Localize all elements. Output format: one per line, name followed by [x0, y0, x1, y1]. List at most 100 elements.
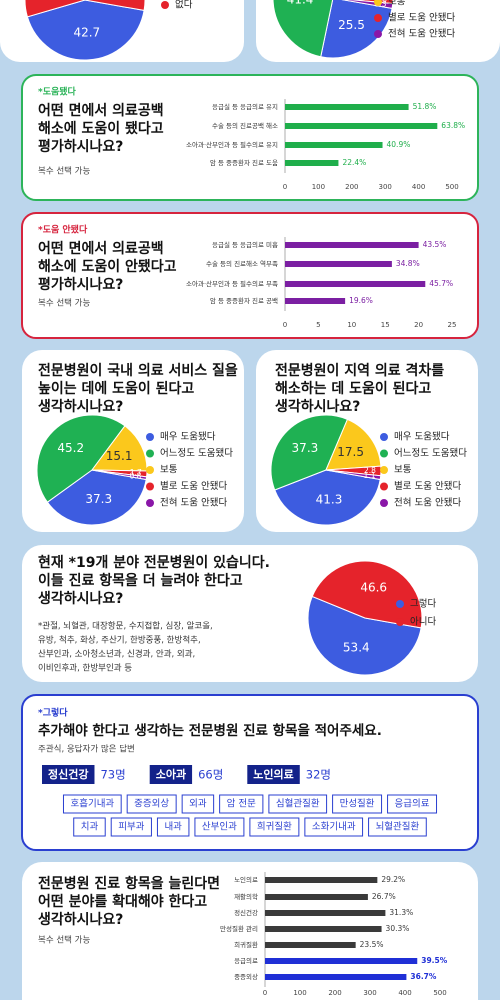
keyword-box	[194, 817, 245, 837]
legend-label: 전혀 도움 안됐다	[394, 497, 461, 509]
question: 어떤 면에서 의료공백	[38, 240, 164, 257]
question: 전문병원이 국내 의료 서비스 질을	[38, 362, 238, 379]
legend-label: 어느정도 도움됐다	[160, 447, 233, 459]
pie-slice	[24, 0, 146, 18]
x-tick-label: 400	[398, 989, 411, 997]
keyword-box	[62, 794, 122, 814]
legend-label: 보통	[394, 465, 412, 476]
pie-slice	[325, 418, 382, 471]
pie-slice	[341, 0, 394, 9]
keyword-box	[304, 817, 364, 837]
legend-swatch	[380, 499, 388, 507]
note: 산부인과, 소아청소년과, 신경과, 안과, 외과,	[38, 649, 195, 660]
category-label: 재활의학	[234, 892, 258, 901]
pie-label: 17.5	[337, 445, 364, 459]
question: 어떤 분야를 확대해야 한다고	[38, 893, 207, 910]
keyword-box	[332, 794, 383, 814]
legend-label: 매우 도움됐다	[394, 431, 450, 443]
x-tick-label: 200	[345, 183, 358, 191]
card	[21, 212, 479, 339]
pie-label: 37.3	[292, 441, 319, 455]
legend-label: 아니다	[410, 617, 436, 628]
legend-label: 별로 도움 안됐다	[394, 480, 461, 492]
legend-label: 별로 도움 안됐다	[388, 12, 455, 24]
question: 어떤 면에서 의료공백	[38, 102, 164, 119]
legend-label: 없다	[175, 0, 193, 11]
x-tick-label: 100	[312, 183, 325, 191]
pie-slice	[91, 469, 148, 481]
pie-slice	[320, 0, 393, 59]
keyword: 중증외상	[134, 798, 169, 810]
pie-slice	[26, 0, 145, 61]
top-answer-box	[247, 765, 300, 784]
value-label: 23.5%	[360, 940, 384, 949]
keyword-box	[387, 794, 438, 814]
value-label: 26.7%	[372, 892, 396, 901]
legend-label: 매우 도움됐다	[160, 431, 216, 443]
keyword-box	[368, 817, 427, 837]
keyword-box	[249, 817, 300, 837]
value-label: 29.2%	[381, 875, 405, 884]
question: 생각하시나요?	[38, 398, 123, 415]
legend-swatch	[146, 449, 154, 458]
legend-swatch	[380, 433, 388, 441]
category-label: 만성질환 관리	[220, 924, 258, 933]
legend-swatch	[380, 482, 388, 491]
keyword-box	[73, 817, 106, 837]
question: 이들 진료 항목을 더 늘려야 한다고	[38, 572, 243, 589]
keyword: 만성질환	[340, 798, 375, 810]
value-label: 63.8%	[441, 121, 465, 130]
keyword-box	[181, 794, 215, 814]
tag: *도움됐다	[38, 86, 77, 98]
pie-label: 41.4	[287, 0, 314, 7]
value-label: 30.3%	[386, 924, 410, 933]
question: 생각하시나요?	[38, 590, 123, 607]
bar	[265, 877, 378, 883]
legend-label: 별로 도움 안됐다	[160, 480, 227, 492]
pie-label: 1.7	[130, 468, 142, 477]
pie-label: 2.8	[364, 466, 376, 475]
legend-label: 어느정도 도움됐다	[394, 447, 467, 459]
pie-label: 0.8	[130, 472, 142, 481]
value-label: 51.8%	[413, 102, 437, 111]
question: 현재 *19개 분야 전문병원이 있습니다.	[38, 554, 270, 571]
x-tick-label: 0	[263, 989, 267, 997]
pie-label: 45.2	[57, 441, 84, 455]
value-label: 36.7%	[410, 972, 437, 981]
keyword: 심혈관질환	[276, 798, 320, 810]
question: 평가하시나요?	[38, 138, 123, 155]
category-label: 정신건강	[234, 908, 258, 917]
keyword: 외과	[189, 798, 207, 810]
top-answer-count: 32명	[306, 768, 331, 782]
question: 추가해야 한다고 생각하는 전문병원 진료 항목을 적어주세요.	[38, 722, 382, 739]
bar	[265, 910, 386, 916]
category-label: 희귀질환	[234, 940, 258, 949]
x-tick-label: 500	[445, 183, 458, 191]
note: *관절, 뇌혈관, 대장항문, 수지접합, 심장, 알코올,	[38, 621, 213, 632]
category-label: 중증외상	[234, 972, 258, 981]
bar	[285, 298, 346, 304]
tag: *도움 안됐다	[38, 224, 88, 236]
category-label: 소아과·산부인과 등 필수의료 부족	[186, 279, 278, 288]
top-answer-box	[149, 765, 193, 784]
note: 주관식, 응답자가 많은 답변	[38, 744, 135, 755]
pie-label: 53.4	[343, 641, 370, 655]
pie-slice	[36, 414, 126, 503]
x-tick-label: 500	[433, 989, 446, 997]
bar	[285, 242, 419, 248]
tag: *그렇다	[38, 707, 68, 719]
question: 해소하는 데 도움이 된다고	[275, 380, 431, 397]
keyword-box	[268, 794, 328, 814]
legend-swatch	[146, 499, 154, 507]
question: 해소에 도움이 안됐다고	[38, 258, 177, 275]
keyword: 응급의료	[395, 799, 430, 810]
question: 생각하시나요?	[38, 911, 123, 928]
question: 높이는 데에 도움이 된다고	[38, 380, 194, 397]
pie-label: 15.1	[106, 449, 133, 463]
bar	[285, 281, 426, 287]
value-label: 45.7%	[429, 279, 453, 288]
bar	[265, 942, 356, 948]
value-label: 34.8%	[396, 259, 420, 268]
category-label: 수술 등의 진료해소 역부족	[206, 259, 278, 268]
bar	[265, 894, 368, 900]
